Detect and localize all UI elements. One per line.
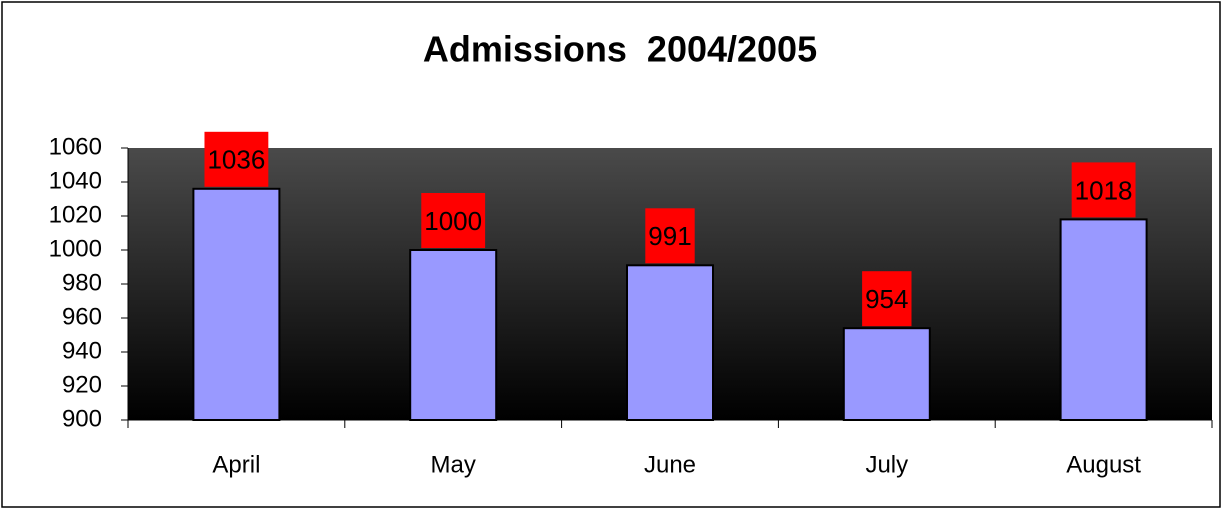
y-tick-label: 920 <box>62 371 102 398</box>
x-tick-label: August <box>1066 451 1141 478</box>
bar <box>1059 218 1148 421</box>
x-tick-label: May <box>431 451 476 478</box>
y-tick-label: 1040 <box>49 167 102 194</box>
y-tick-label: 960 <box>62 303 102 330</box>
y-tick-label: 1000 <box>49 235 102 262</box>
bar <box>626 264 714 421</box>
bar <box>192 187 281 421</box>
data-label: 954 <box>865 284 908 314</box>
y-tick-label: 1060 <box>49 133 102 160</box>
chart-title: Admissions 2004/2005 <box>423 29 817 70</box>
y-tick-label: 900 <box>62 405 102 432</box>
y-tick-label: 1020 <box>49 201 102 228</box>
data-label: 991 <box>648 221 691 251</box>
data-label: 1036 <box>207 145 265 175</box>
y-tick-label: 940 <box>62 337 102 364</box>
x-tick-label: July <box>865 451 908 478</box>
y-tick-label: 980 <box>62 269 102 296</box>
data-label-background <box>1071 162 1136 218</box>
x-tick-label: April <box>212 451 260 478</box>
bar <box>842 327 931 422</box>
data-label: 1018 <box>1075 175 1133 205</box>
data-label: 1000 <box>424 206 482 236</box>
bar <box>409 249 498 421</box>
data-label-background <box>862 271 912 327</box>
data-label-background <box>421 193 486 248</box>
data-label-background <box>645 208 695 264</box>
x-tick-label: June <box>644 451 696 478</box>
data-label-background <box>204 131 269 187</box>
